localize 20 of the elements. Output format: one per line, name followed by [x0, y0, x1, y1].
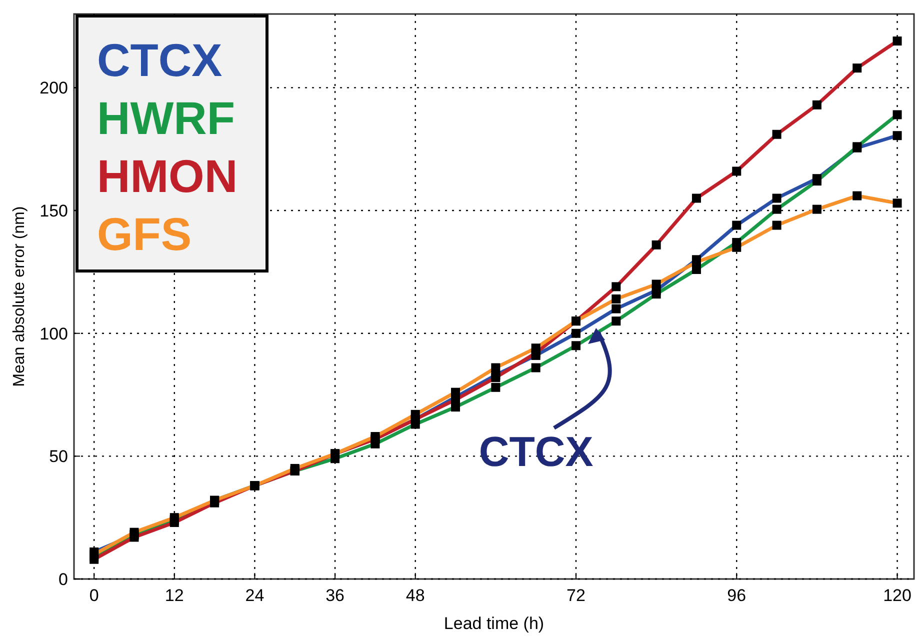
- text: CTCX: [97, 34, 223, 86]
- x-tick-label: 24: [245, 586, 264, 605]
- y-tick-label: 200: [40, 78, 68, 98]
- annotation: CTCX: [478, 428, 594, 475]
- text: HWRF: [97, 92, 235, 144]
- y-tick-label: 100: [40, 324, 68, 344]
- text: HMON: [97, 150, 238, 202]
- y-tick-label: 0: [58, 570, 68, 589]
- x-tick-label: 36: [326, 586, 344, 605]
- x-tick-label: 96: [727, 586, 746, 605]
- x-tick-label: 48: [406, 586, 425, 605]
- y-tick-label: 50: [49, 447, 68, 466]
- x-tick-label: 120: [883, 586, 912, 605]
- y-tick-label: 150: [40, 202, 68, 221]
- x-tick-label: 12: [164, 586, 184, 605]
- y-axis-title: Mean absolute error (nm): [11, 206, 28, 387]
- x-axis-title: Lead time (h): [444, 614, 544, 633]
- text: GFS: [97, 208, 192, 260]
- x-tick-label: 0: [89, 586, 99, 605]
- x-tick-label: 72: [566, 586, 586, 605]
